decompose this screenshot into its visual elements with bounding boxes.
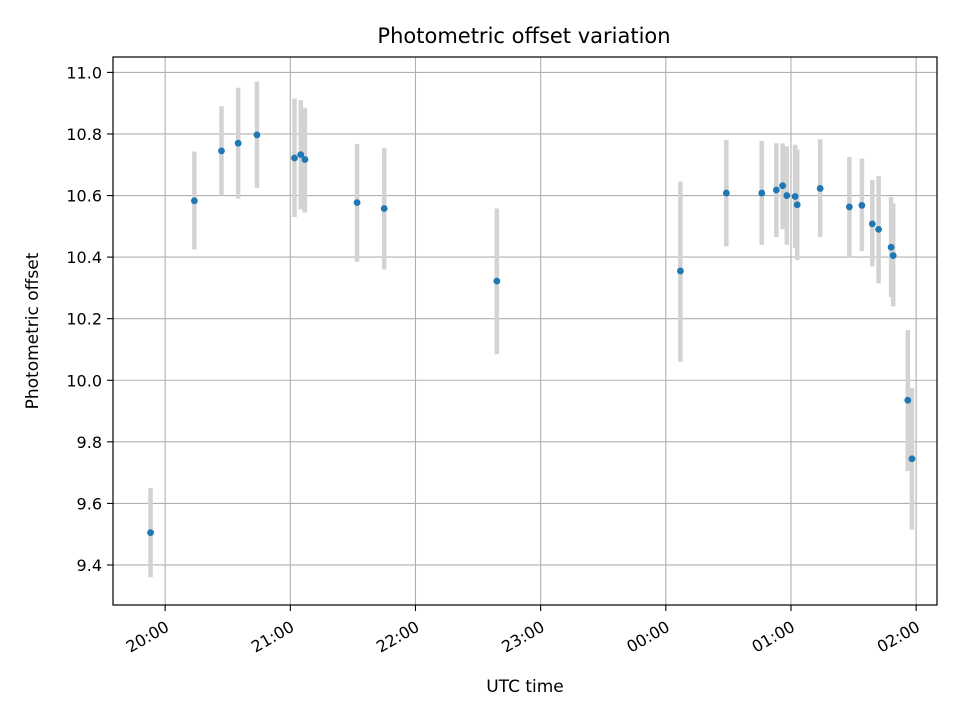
- data-point: [147, 529, 154, 537]
- data-point: [722, 189, 730, 197]
- data-point: [779, 182, 787, 190]
- data-point: [190, 197, 198, 205]
- y-tick-label: 11.0: [66, 63, 102, 82]
- x-axis-title: UTC time: [486, 677, 564, 697]
- grid-layer: [113, 57, 937, 605]
- data-point: [218, 147, 225, 155]
- data-point: [868, 220, 876, 228]
- y-tick-label: 9.8: [77, 433, 102, 452]
- data-point: [253, 131, 261, 139]
- data-point: [297, 151, 305, 158]
- data-point: [791, 193, 799, 200]
- data-point: [677, 267, 684, 275]
- y-tick-label: 9.4: [77, 556, 102, 575]
- data-point: [889, 252, 897, 259]
- data-point: [845, 203, 853, 211]
- y-axis: 9.4 9.6 9.8 10.0 10.2 10.4 10.6 10.8 11.0: [66, 63, 113, 575]
- y-tick-label: 10.0: [66, 371, 102, 390]
- data-point: [793, 201, 801, 209]
- data-point: [887, 243, 895, 251]
- data-point: [380, 205, 388, 212]
- data-point: [353, 199, 361, 207]
- y-axis-title: Photometric offset: [23, 252, 43, 409]
- data-point: [772, 186, 780, 194]
- plot-frame: [112, 56, 938, 606]
- y-tick-label: 10.4: [66, 248, 102, 267]
- chart-title: Photometric offset variation: [377, 24, 670, 48]
- data-point: [758, 189, 766, 197]
- data-point: [291, 154, 298, 162]
- data-point: [875, 226, 882, 233]
- data-point: [301, 156, 309, 163]
- data-point: [493, 277, 501, 285]
- data-point: [858, 201, 866, 209]
- y-tick-label: 10.8: [66, 125, 102, 144]
- data-point: [908, 455, 916, 463]
- data-point: [904, 396, 912, 404]
- data-point: [816, 185, 824, 192]
- y-tick-label: 9.6: [77, 494, 102, 513]
- data-point: [783, 192, 791, 199]
- point-layer: [147, 131, 916, 537]
- y-tick-label: 10.6: [66, 187, 102, 206]
- y-tick-label: 10.2: [66, 310, 102, 329]
- data-point: [234, 139, 242, 147]
